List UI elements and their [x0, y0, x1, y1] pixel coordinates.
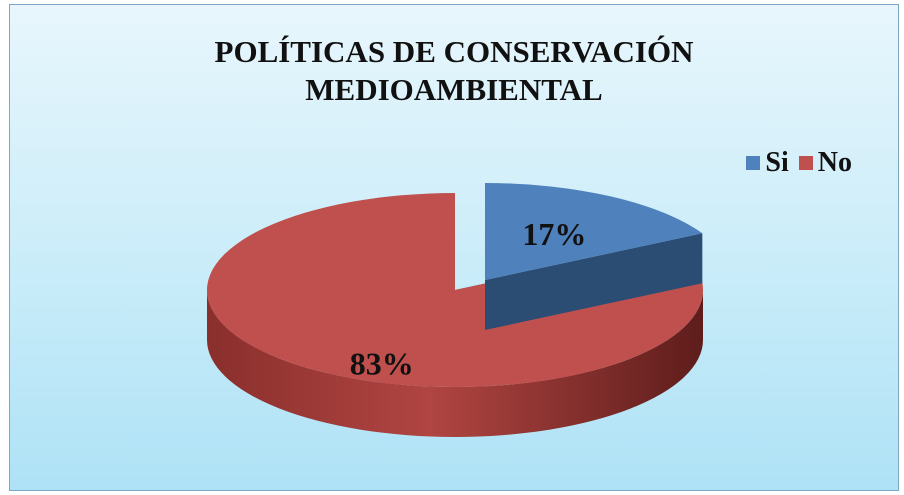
legend-swatch-no — [798, 156, 813, 170]
legend-label-si: Si — [765, 147, 789, 178]
legend-item-no: No — [798, 147, 852, 179]
slice-top-no — [207, 193, 704, 387]
slice-cut-si-1 — [485, 233, 703, 330]
legend-label-no: No — [817, 147, 852, 178]
slice-si — [485, 183, 703, 330]
legend: Si No — [746, 147, 852, 179]
chart-title-line-2: MEDIOAMBIENTAL — [305, 72, 603, 107]
legend-swatch-si — [746, 156, 761, 170]
chart-area: POLÍTICAS DE CONSERVACIÓN MEDIOAMBIENTAL… — [9, 4, 899, 491]
slice-top-si — [485, 183, 703, 280]
slice-side-no — [207, 290, 703, 437]
chart-title-line-1: POLÍTICAS DE CONSERVACIÓN — [214, 34, 694, 69]
chart-title: POLÍTICAS DE CONSERVACIÓN MEDIOAMBIENTAL — [10, 33, 898, 109]
legend-item-si: Si — [746, 147, 789, 179]
data-label-no: 83% — [350, 345, 414, 381]
pie-chart: 17% 83% — [207, 183, 704, 437]
data-label-si: 17% — [522, 216, 586, 252]
